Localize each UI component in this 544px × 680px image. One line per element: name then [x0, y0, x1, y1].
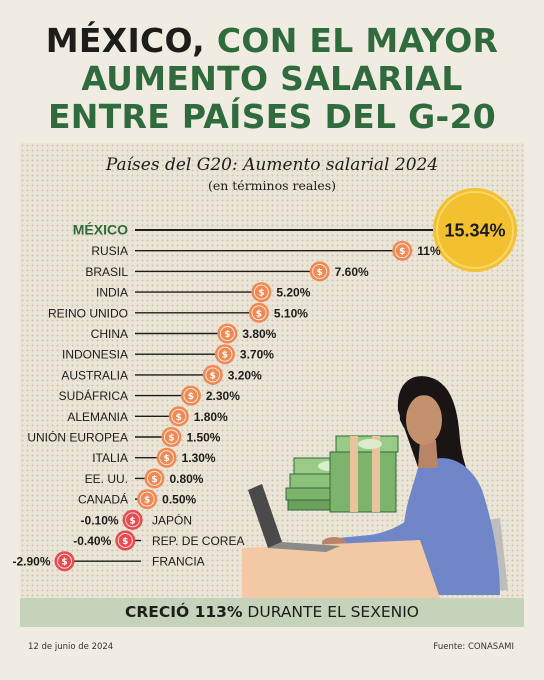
svg-text:$: $ [222, 351, 228, 361]
dollar-coin-icon: $ [251, 282, 272, 303]
svg-text:$: $ [151, 475, 157, 485]
category-label-francia: FRANCIA [152, 555, 205, 569]
value-label-india: 5.20% [276, 286, 310, 300]
dollar-coin-icon: $ [115, 530, 136, 551]
svg-text:$: $ [176, 413, 182, 423]
value-label-union-europea: 1.50% [186, 431, 220, 445]
svg-text:$: $ [399, 247, 405, 257]
category-label-brasil: BRASIL [85, 265, 128, 279]
svg-text:$: $ [163, 454, 169, 464]
dollar-coin-icon: $ [214, 344, 235, 365]
svg-text:$: $ [129, 516, 135, 526]
svg-text:$: $ [144, 496, 150, 506]
category-label-alemania: ALEMANIA [67, 410, 128, 424]
dollar-coin-icon [433, 188, 517, 272]
summary-band-bold: CRECIÓ 113% [124, 603, 243, 621]
category-label-india: INDIA [96, 286, 128, 300]
category-label-canada: CANADÁ [78, 492, 128, 507]
dollar-coin-icon: $ [156, 447, 177, 468]
value-label-alemania: 1.80% [194, 410, 228, 424]
svg-text:$: $ [224, 330, 230, 340]
category-label-italia: ITALIA [92, 451, 128, 465]
value-label-ee-uu: 0.80% [169, 472, 203, 486]
dollar-coin-icon: $ [217, 323, 238, 344]
svg-text:$: $ [317, 268, 323, 278]
svg-text:$: $ [61, 558, 67, 568]
dollar-coin-icon: $ [248, 302, 269, 323]
category-label-rusia: RUSIA [91, 244, 128, 258]
svg-text:$: $ [122, 537, 128, 547]
chart-marks: MÉXICO 15.34% $ RUSIA 11% $ BRASIL 7.60% $ INDIA 5… [12, 188, 517, 572]
woman-at-laptop-illustration [242, 376, 508, 598]
svg-text:$: $ [210, 371, 216, 381]
headline-line2: AUMENTO SALARIAL [81, 59, 463, 98]
dollar-coin-icon: $ [122, 509, 143, 530]
dollar-coin-icon: $ [202, 364, 223, 385]
value-label-reino-unido: 5.10% [274, 306, 308, 320]
date-label: 12 de junio de 2024 [28, 642, 114, 652]
chart-title: Países del G20: Aumento salarial 2024 [105, 155, 439, 175]
category-label-ee-uu: EE. UU. [85, 472, 128, 486]
category-label-sudafrica: SUDÁFRICA [59, 388, 128, 403]
value-label-italia: 1.30% [182, 451, 216, 465]
value-label-sudafrica: 2.30% [206, 389, 240, 403]
dollar-coin-icon: $ [144, 468, 165, 489]
category-label-union-europea: UNIÓN EUROPEA [27, 430, 128, 445]
value-label-brasil: 7.60% [335, 265, 369, 279]
value-label-canada: 0.50% [162, 493, 196, 507]
value-label-rusia: 11% [417, 244, 441, 258]
category-label-china: CHINA [91, 327, 128, 341]
dollar-coin-icon: $ [392, 240, 413, 261]
headline-country: MÉXICO, [45, 21, 206, 60]
value-label-mexico: 15.34% [444, 221, 505, 241]
category-label-mexico: MÉXICO [73, 222, 128, 238]
svg-text:$: $ [256, 309, 262, 319]
value-label-japon: -0.10% [81, 513, 119, 527]
dollar-coin-icon: $ [137, 489, 158, 510]
category-label-reino-unido: REINO UNIDO [48, 306, 128, 320]
summary-band: CRECIÓ 113% DURANTE EL SEXENIO [20, 598, 524, 627]
source-label: Fuente: CONASAMI [433, 642, 514, 652]
dollar-coin-icon: $ [180, 385, 201, 406]
value-label-indonesia: 3.70% [240, 348, 274, 362]
chart-subtitle: (en términos reales) [207, 178, 337, 193]
category-label-indonesia: INDONESIA [62, 348, 128, 362]
dollar-coin-icon: $ [168, 406, 189, 427]
summary-band-text: DURANTE EL SEXENIO [242, 603, 419, 621]
value-label-china: 3.80% [242, 327, 276, 341]
dollar-coin-icon: $ [309, 261, 330, 282]
category-label-japon: JAPÓN [152, 512, 192, 527]
value-label-rep-de-corea: -0.40% [73, 534, 111, 548]
category-label-rep-de-corea: REP. DE COREA [152, 534, 244, 548]
value-label-australia: 3.20% [228, 368, 262, 382]
headline-line1: CON EL MAYOR [205, 21, 499, 60]
headline-line3: ENTRE PAÍSES DEL G-20 [47, 97, 497, 136]
svg-text:$: $ [188, 392, 194, 402]
headline: MÉXICO, CON EL MAYOR AUMENTO SALARIAL EN… [0, 22, 544, 136]
svg-text:$: $ [168, 434, 174, 444]
dollar-coin-icon: $ [54, 551, 75, 572]
dollar-coin-icon: $ [161, 427, 182, 447]
category-label-australia: AUSTRALIA [61, 368, 128, 382]
svg-text:$: $ [258, 289, 264, 299]
value-label-francia: -2.90% [12, 555, 50, 569]
money-stack-illustration [285, 435, 399, 513]
